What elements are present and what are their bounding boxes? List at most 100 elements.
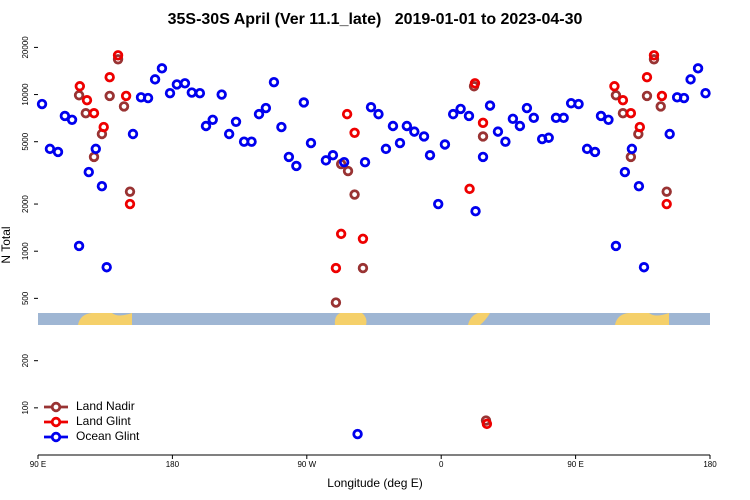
point: [268, 76, 280, 88]
point: [619, 166, 631, 178]
point: [477, 131, 489, 142]
point: [655, 101, 666, 112]
point: [124, 198, 136, 210]
point: [101, 262, 112, 273]
point: [216, 89, 227, 100]
point: [207, 114, 218, 126]
point: [149, 74, 161, 85]
point: [276, 121, 287, 133]
legend-marker: [50, 401, 62, 413]
point: [66, 114, 78, 126]
point: [335, 228, 347, 240]
y-tick-label: 100: [21, 401, 30, 415]
point: [320, 155, 332, 166]
y-tick-label: 20000: [21, 36, 30, 59]
point: [120, 90, 132, 102]
x-tick-label: 90 W: [297, 460, 316, 469]
chart-title: 35S-30S April (Ver 11.1_late) 2019-01-01…: [168, 11, 583, 28]
point: [352, 428, 363, 440]
point: [186, 87, 198, 98]
point: [477, 151, 489, 163]
point: [638, 262, 650, 273]
point: [357, 233, 369, 244]
point: [641, 90, 653, 102]
point: [365, 102, 377, 113]
point: [330, 262, 342, 274]
point: [558, 112, 569, 124]
point: [260, 102, 272, 114]
point: [338, 156, 350, 168]
point: [507, 113, 519, 125]
point: [127, 128, 139, 140]
point: [223, 128, 235, 140]
point: [142, 92, 154, 104]
point: [603, 114, 614, 126]
point: [463, 110, 475, 122]
legend-label: Ocean Glint: [76, 429, 140, 443]
point: [83, 166, 94, 178]
point: [641, 72, 653, 83]
point: [359, 156, 371, 168]
point: [156, 63, 168, 74]
x-tick-label: 180: [166, 460, 180, 469]
point: [661, 186, 672, 197]
point: [664, 128, 675, 140]
point: [44, 143, 56, 155]
point: [394, 137, 406, 149]
point: [609, 81, 620, 92]
point: [528, 112, 539, 124]
point: [291, 160, 302, 172]
point: [36, 98, 48, 110]
point: [171, 79, 183, 90]
point: [648, 54, 660, 65]
point: [447, 108, 459, 120]
y-tick-label: 500: [21, 291, 30, 305]
point: [349, 127, 360, 138]
y-tick-label: 200: [21, 353, 30, 367]
point: [409, 126, 420, 137]
point: [492, 126, 504, 137]
point: [455, 103, 466, 115]
point: [112, 50, 124, 61]
x-axis-title: Longitude (deg E): [327, 476, 422, 490]
point: [357, 262, 369, 274]
point: [656, 90, 668, 102]
point: [305, 137, 317, 149]
point: [74, 81, 86, 92]
point: [52, 146, 64, 158]
point: [700, 88, 711, 99]
point: [104, 72, 115, 83]
point: [194, 88, 206, 99]
point: [610, 90, 622, 101]
x-tick-label: 90 E: [567, 460, 583, 469]
point: [617, 95, 629, 106]
point: [692, 63, 704, 74]
point: [521, 102, 533, 114]
point: [661, 198, 672, 210]
point: [610, 240, 622, 252]
y-tick-label: 2000: [21, 195, 30, 213]
point: [327, 150, 339, 161]
point: [617, 108, 629, 119]
y-tick-label: 5000: [21, 132, 30, 150]
point: [484, 100, 496, 111]
point: [246, 136, 257, 147]
legend-marker: [50, 431, 62, 443]
point: [253, 108, 265, 120]
point: [230, 116, 242, 128]
point: [342, 165, 354, 177]
point: [477, 117, 489, 129]
point: [73, 240, 85, 252]
point: [164, 88, 176, 99]
point: [469, 78, 481, 89]
point: [81, 95, 93, 106]
point: [179, 78, 191, 89]
point: [685, 74, 696, 85]
point: [112, 54, 124, 65]
point: [543, 132, 554, 143]
point: [88, 151, 100, 163]
point: [424, 150, 436, 161]
point: [80, 108, 91, 119]
point: [500, 136, 511, 147]
